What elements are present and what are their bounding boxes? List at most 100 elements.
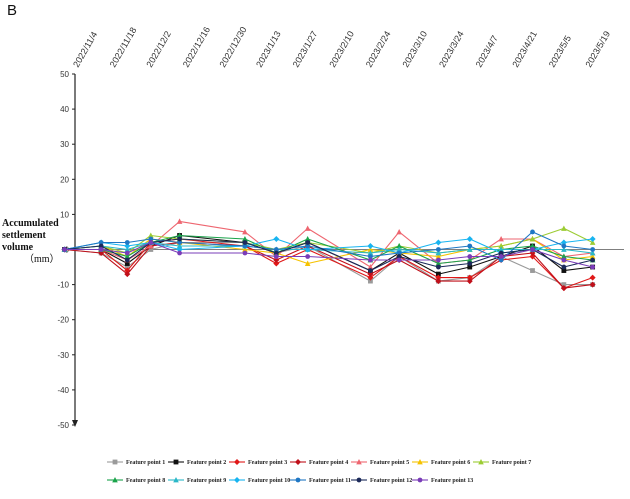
data-point (148, 232, 154, 238)
x-tick-label: 2023/2/10 (327, 29, 356, 69)
data-point (124, 257, 130, 263)
data-point (498, 246, 504, 252)
x-tick-label: 2023/5/5 (547, 34, 573, 69)
x-tick-label: 2022/11/18 (108, 26, 139, 69)
data-point (367, 246, 374, 252)
legend-label: Feature point 3 (248, 460, 287, 466)
data-point (124, 253, 131, 259)
data-point (242, 240, 248, 245)
data-point (368, 254, 373, 259)
data-point (304, 260, 311, 266)
data-point (273, 247, 279, 252)
data-point (367, 271, 374, 278)
legend-item: Feature point 9 (168, 477, 226, 484)
y-axis-arrow (72, 420, 78, 427)
y-tick-label: -10 (57, 281, 69, 290)
data-point (124, 250, 130, 256)
data-point (124, 242, 131, 249)
legend-label: Feature point 11 (309, 478, 351, 484)
legend-item: Feature point 12 (351, 477, 412, 484)
data-point (304, 225, 311, 231)
data-point (273, 254, 279, 259)
data-point (589, 239, 596, 245)
data-point (177, 240, 182, 245)
legend-item: Feature point 3 (229, 459, 287, 466)
y-tick-label: -50 (57, 421, 69, 430)
data-point (173, 477, 179, 483)
data-point (367, 250, 374, 256)
data-point (467, 264, 473, 270)
y-tick-label: 10 (60, 210, 69, 219)
data-point (561, 246, 567, 252)
y-axis-unit: （mm） (24, 254, 60, 265)
data-point (589, 253, 596, 259)
data-point (466, 278, 473, 285)
data-point (356, 477, 362, 483)
x-tick-label: 2023/1/27 (291, 29, 320, 69)
legend-item: Feature point 11 (290, 477, 351, 484)
series-lines (61, 218, 596, 292)
y-tick-label: 20 (60, 175, 69, 184)
x-tick-label: 2023/3/24 (437, 29, 466, 69)
data-point (561, 282, 567, 287)
y-axis-label-line2: settlement volume (2, 230, 46, 253)
y-tick-label: -20 (57, 316, 69, 325)
legend-label: Feature point 10 (248, 478, 290, 484)
data-point (124, 246, 131, 252)
data-point (560, 285, 567, 292)
data-point (242, 243, 248, 249)
data-point (367, 274, 374, 281)
legend-label: Feature point 1 (126, 460, 165, 466)
series-line (64, 234, 593, 265)
x-tick-labels: 2022/11/4 2022/11/18 2022/12/2 2022/12/16 20… (71, 25, 612, 69)
data-point (234, 477, 240, 483)
data-point (498, 254, 504, 259)
x-tick-label: 2023/4/7 (474, 34, 500, 69)
data-point (529, 235, 536, 242)
data-point (396, 254, 402, 259)
data-point (589, 235, 596, 242)
series-line (64, 241, 593, 289)
x-tick-label: 2023/2/24 (364, 29, 393, 69)
data-point (173, 459, 179, 465)
x-tick-label: 2023/1/13 (254, 29, 283, 69)
data-point (396, 242, 402, 249)
legend-item: Feature point 7 (473, 459, 531, 466)
data-point (530, 229, 535, 235)
data-point (368, 278, 373, 284)
y-tick-label: 30 (60, 140, 69, 149)
data-point (435, 271, 441, 277)
data-point (529, 242, 536, 249)
series-13 (62, 240, 596, 270)
data-point (234, 459, 240, 465)
legend-label: Feature point 7 (492, 460, 531, 466)
data-point (561, 257, 567, 263)
data-point (435, 278, 442, 285)
series-line (64, 238, 593, 272)
data-point (148, 242, 154, 249)
y-tick-label: 50 (60, 70, 69, 79)
legend-item: Feature point 8 (107, 477, 165, 484)
series-line (64, 238, 593, 289)
data-point (176, 232, 183, 238)
data-point (498, 235, 504, 242)
data-point (98, 240, 104, 245)
x-tick-label: 2022/12/2 (144, 29, 173, 69)
legend-label: Feature point 5 (370, 460, 409, 466)
data-point (177, 250, 182, 256)
data-point (466, 246, 473, 252)
data-point (478, 459, 484, 465)
data-point (530, 268, 535, 273)
data-point (367, 242, 374, 249)
y-axis-label: Accumulated settlement volume （mm） (2, 218, 74, 266)
x-tick-label: 2022/12/30 (217, 25, 248, 69)
y-tick-label: 40 (60, 105, 69, 114)
data-point (498, 242, 504, 249)
x-tick-label: 2023/3/10 (400, 29, 429, 69)
data-point (467, 243, 473, 249)
data-point (98, 243, 104, 249)
legend: Feature point 1 Feature point 2 Feature po… (107, 459, 531, 484)
legend-label: Feature point 4 (309, 460, 348, 466)
data-point (466, 235, 473, 242)
